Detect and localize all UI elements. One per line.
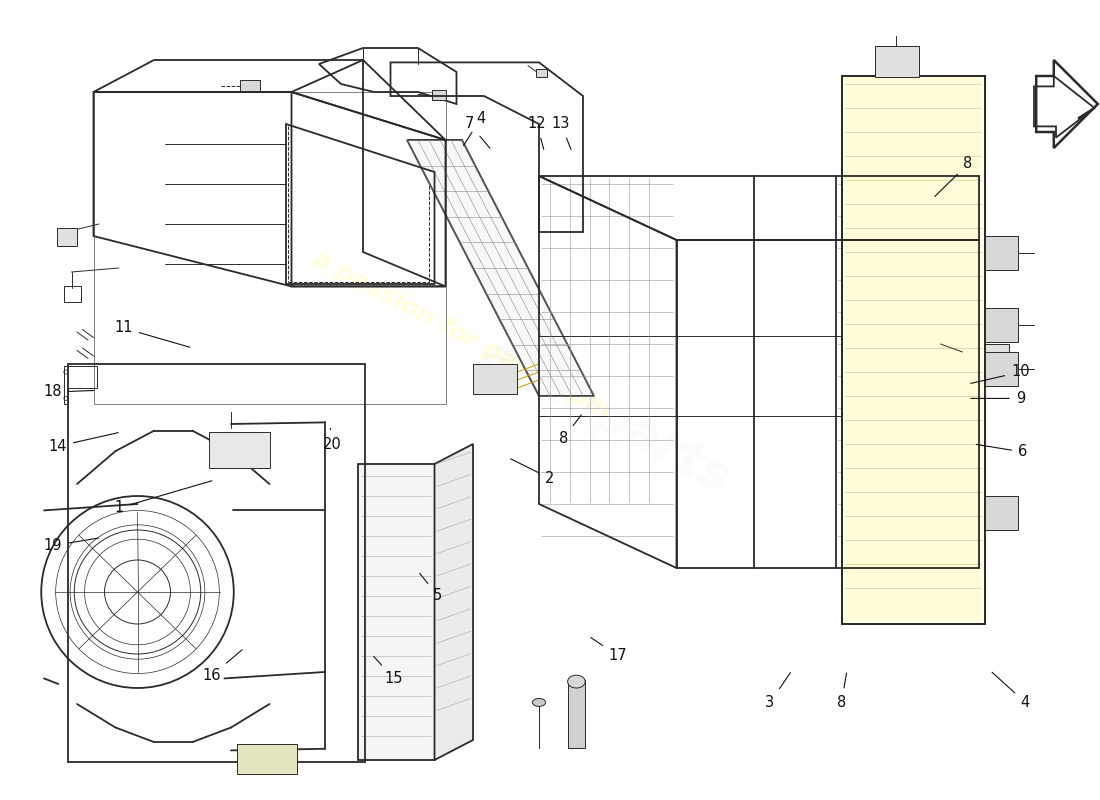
Bar [568, 680, 585, 748]
Bar [64, 286, 81, 302]
Text: 15: 15 [374, 657, 403, 686]
Text: 8: 8 [837, 673, 847, 710]
Bar [432, 90, 446, 100]
Bar [209, 432, 270, 468]
Bar [845, 78, 981, 621]
Polygon shape [407, 140, 594, 396]
Bar [94, 92, 446, 404]
Polygon shape [842, 76, 984, 624]
Bar [984, 496, 1018, 530]
Text: 14: 14 [48, 433, 119, 454]
Text: 7: 7 [465, 117, 490, 148]
Text: 8: 8 [935, 157, 972, 197]
Bar [473, 364, 517, 394]
Ellipse shape [532, 698, 546, 706]
Text: 16: 16 [202, 650, 242, 683]
Bar [536, 69, 547, 77]
Text: 13: 13 [552, 117, 571, 150]
Text: 8: 8 [559, 415, 581, 446]
Bar [68, 364, 365, 762]
Bar [984, 308, 1018, 342]
Text: 11: 11 [114, 321, 190, 347]
Bar [984, 352, 1018, 386]
Bar [984, 344, 1009, 366]
Text: 5: 5 [420, 574, 442, 603]
Bar [240, 80, 260, 91]
Bar [57, 228, 77, 246]
Polygon shape [358, 464, 434, 760]
Text: 10: 10 [970, 365, 1030, 383]
Text: 3: 3 [766, 673, 791, 710]
Text: 17: 17 [591, 638, 627, 663]
Text: 19: 19 [44, 538, 99, 553]
Polygon shape [434, 444, 473, 760]
Bar [236, 744, 297, 774]
Ellipse shape [568, 675, 585, 688]
Bar [874, 46, 918, 77]
Text: 2: 2 [510, 459, 554, 486]
Text: 12: 12 [528, 117, 546, 150]
Text: 4: 4 [463, 111, 485, 146]
Text: 18: 18 [44, 385, 94, 399]
Text: a passion for parts.com: a passion for parts.com [309, 247, 615, 425]
Text: 1: 1 [114, 481, 212, 515]
Text: 20: 20 [322, 428, 342, 451]
Text: autoparts: autoparts [472, 330, 738, 502]
Text: 6: 6 [976, 445, 1027, 459]
Text: 4: 4 [992, 672, 1030, 710]
Bar [984, 236, 1018, 270]
Text: 9: 9 [971, 391, 1025, 406]
